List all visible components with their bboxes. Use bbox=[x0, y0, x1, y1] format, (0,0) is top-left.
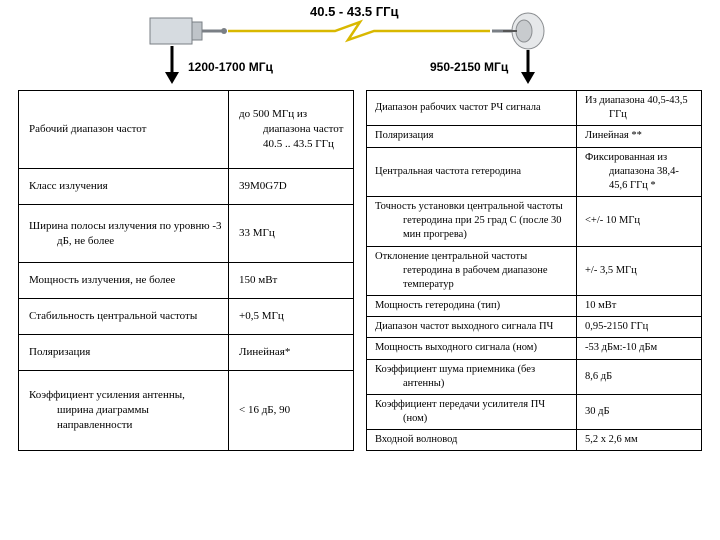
spec-label: Центральная частота гетеродина bbox=[367, 147, 577, 197]
left-mhz-label: 1200-1700 МГц bbox=[188, 60, 273, 74]
spec-value: до 500 МГц из диапазона частот 40.5 .. 4… bbox=[229, 91, 354, 169]
spec-value: 33 МГц bbox=[229, 204, 354, 262]
spec-label: Мощность выходного сигнала (ном) bbox=[367, 338, 577, 359]
table-row: Входной волновод5,2 х 2,6 мм bbox=[367, 430, 702, 451]
spec-label: Поляризация bbox=[19, 334, 229, 370]
spec-tables: Рабочий диапазон частотдо 500 МГц из диа… bbox=[0, 90, 720, 463]
table-row: Диапазон рабочих частот РЧ сигналаИз диа… bbox=[367, 91, 702, 126]
spec-value: +/- 3,5 МГц bbox=[577, 246, 702, 296]
spec-value: 10 мВт bbox=[577, 296, 702, 317]
center-freq-label: 40.5 - 43.5 ГГц bbox=[310, 4, 399, 19]
spec-label: Коэффициент передачи усилителя ПЧ (ном) bbox=[367, 394, 577, 429]
spec-label: Ширина полосы излучения по уровню -3 дБ,… bbox=[19, 204, 229, 262]
link-diagram: 40.5 - 43.5 ГГц 1200-1700 МГц 950-2150 М… bbox=[0, 0, 720, 90]
spec-value: 0,95-2150 ГГц bbox=[577, 317, 702, 338]
table-row: Стабильность центральной частоты+0,5 МГц bbox=[19, 299, 354, 335]
spec-label: Класс излучения bbox=[19, 169, 229, 205]
table-row: ПоляризацияЛинейная* bbox=[19, 334, 354, 370]
spec-value: +0,5 МГц bbox=[229, 299, 354, 335]
spec-value: Линейная ** bbox=[577, 126, 702, 147]
table-row: Мощность выходного сигнала (ном)-53 дБм:… bbox=[367, 338, 702, 359]
spec-value: -53 дБм:-10 дБм bbox=[577, 338, 702, 359]
table-row: Диапазон частот выходного сигнала ПЧ0,95… bbox=[367, 317, 702, 338]
table-row: Отклонение центральной частоты гетеродин… bbox=[367, 246, 702, 296]
spec-label: Диапазон рабочих частот РЧ сигнала bbox=[367, 91, 577, 126]
table-row: Мощность гетеродина (тип)10 мВт bbox=[367, 296, 702, 317]
table-row: Коэффициент усиления антенны, ширина диа… bbox=[19, 370, 354, 451]
spec-value: Из диапазона 40,5-43,5 ГГц bbox=[577, 91, 702, 126]
radio-link-icon bbox=[228, 22, 490, 40]
right-down-arrow-icon bbox=[521, 50, 535, 84]
spec-label: Точность установки центральной частоты г… bbox=[367, 197, 577, 247]
spec-value: Линейная* bbox=[229, 334, 354, 370]
spec-label: Отклонение центральной частоты гетеродин… bbox=[367, 246, 577, 296]
right-spec-table: Диапазон рабочих частот РЧ сигналаИз диа… bbox=[366, 90, 702, 451]
table-row: Класс излучения39M0G7D bbox=[19, 169, 354, 205]
spec-value: 30 дБ bbox=[577, 394, 702, 429]
table-row: Рабочий диапазон частотдо 500 МГц из диа… bbox=[19, 91, 354, 169]
spec-label: Мощность гетеродина (тип) bbox=[367, 296, 577, 317]
spec-label: Коэффициент шума приемника (без антенны) bbox=[367, 359, 577, 394]
spec-label: Коэффициент усиления антенны, ширина диа… bbox=[19, 370, 229, 451]
spec-label: Мощность излучения, не более bbox=[19, 263, 229, 299]
spec-label: Входной волновод bbox=[367, 430, 577, 451]
spec-value: 150 мВт bbox=[229, 263, 354, 299]
spec-label: Рабочий диапазон частот bbox=[19, 91, 229, 169]
spec-value: 39M0G7D bbox=[229, 169, 354, 205]
table-row: Ширина полосы излучения по уровню -3 дБ,… bbox=[19, 204, 354, 262]
table-row: Центральная частота гетеродинаФиксирован… bbox=[367, 147, 702, 197]
spec-value: <+/- 10 МГц bbox=[577, 197, 702, 247]
left-equipment-icon bbox=[150, 18, 227, 44]
spec-value: 8,6 дБ bbox=[577, 359, 702, 394]
spec-value: 5,2 х 2,6 мм bbox=[577, 430, 702, 451]
left-down-arrow-icon bbox=[165, 46, 179, 84]
left-spec-table: Рабочий диапазон частотдо 500 МГц из диа… bbox=[18, 90, 354, 451]
right-equipment-icon bbox=[492, 13, 544, 49]
spec-value: < 16 дБ, 90 bbox=[229, 370, 354, 451]
table-row: Коэффициент шума приемника (без антенны)… bbox=[367, 359, 702, 394]
table-row: Точность установки центральной частоты г… bbox=[367, 197, 702, 247]
spec-label: Стабильность центральной частоты bbox=[19, 299, 229, 335]
table-row: ПоляризацияЛинейная ** bbox=[367, 126, 702, 147]
spec-value: Фиксированная из диапазона 38,4-45,6 ГГц… bbox=[577, 147, 702, 197]
right-mhz-label: 950-2150 МГц bbox=[430, 60, 508, 74]
table-row: Коэффициент передачи усилителя ПЧ (ном)3… bbox=[367, 394, 702, 429]
spec-label: Поляризация bbox=[367, 126, 577, 147]
table-row: Мощность излучения, не более150 мВт bbox=[19, 263, 354, 299]
spec-label: Диапазон частот выходного сигнала ПЧ bbox=[367, 317, 577, 338]
